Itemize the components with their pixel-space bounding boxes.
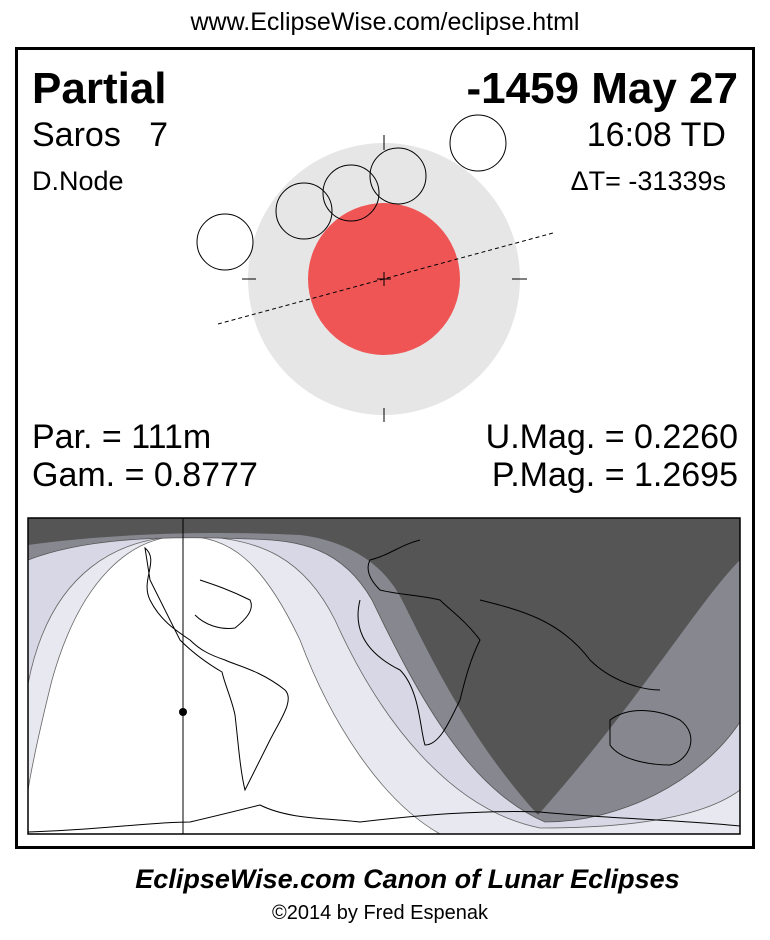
eclipse-date: -1459 May 27 [466,64,738,113]
map-border [27,517,741,835]
gamma: Gam. = 0.8777 [32,456,258,494]
partial-duration: Par. = 111m [32,418,212,456]
penumbral-magnitude: P.Mag. = 1.2695 [491,456,738,494]
asia-australia-coastline [479,599,692,766]
delta-t: ΔT= -31339s [570,166,726,196]
eclipse-time: 16:08 TD [586,116,726,154]
eclipse-panel-frame [15,47,755,849]
source-url: www.EclipseWise.com/eclipse.html [190,8,580,36]
moon-position-2 [275,182,333,240]
africa-europe-coastline [357,539,481,746]
moon-position-1 [196,213,254,271]
moon-position-4 [369,147,427,205]
node-type: D.Node [32,166,124,196]
americas-coastline [144,546,289,792]
moon-position-3 [322,164,380,222]
coastlines [28,539,740,833]
canon-title: EclipseWise.com Canon of Lunar Eclipses [135,864,680,894]
umbral-magnitude: U.Mag. = 0.2260 [485,418,738,456]
copyright: ©2014 by Fred Espenak [272,902,488,924]
total-visibility-zone [28,518,740,815]
saros-number: Saros 7 [32,116,169,154]
ecliptic-line [217,232,554,325]
moon-position-5 [449,114,507,172]
greatest-eclipse-point [179,708,187,716]
eclipse-type: Partial [32,64,167,113]
north-america-east [194,579,252,629]
antarctica-coastline [28,804,740,833]
